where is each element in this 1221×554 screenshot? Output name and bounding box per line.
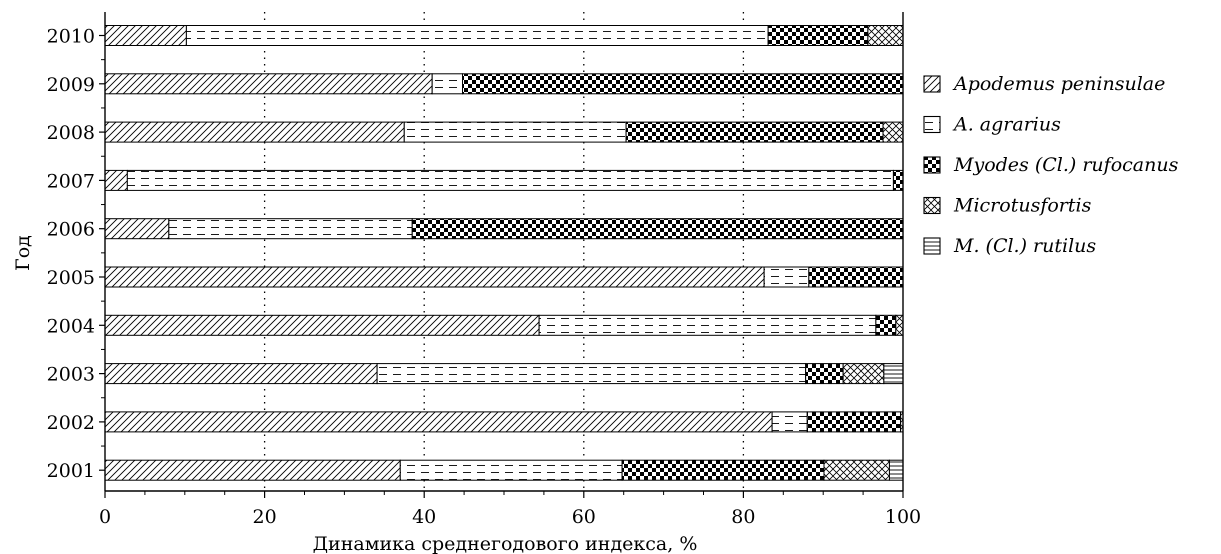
bar-segment [621, 459, 825, 481]
bar-segment [185, 25, 769, 46]
bar-segment [104, 363, 378, 385]
bar-segment [767, 25, 869, 46]
bar-segment [823, 459, 890, 481]
y-tick-label: 2010 [47, 26, 95, 48]
y-tick-label: 2005 [47, 267, 95, 289]
legend-swatch [923, 237, 941, 255]
bar-segment [431, 73, 464, 95]
bar-segment [888, 459, 904, 481]
bar-segment [376, 363, 807, 385]
y-tick-label: 2007 [47, 170, 95, 192]
bars [104, 25, 904, 481]
x-tick-label: 20 [253, 506, 277, 528]
bar-segment [538, 314, 877, 336]
bar-segment [892, 169, 904, 191]
bar-segment [806, 411, 902, 433]
axes: 2010200920082007200620052004200320022001… [47, 12, 921, 528]
y-tick-label: 2004 [47, 315, 95, 337]
bar-segment [625, 121, 884, 143]
bar-segment [763, 266, 810, 288]
x-tick-label: 0 [99, 506, 111, 528]
bar-segment [883, 363, 904, 385]
legend-label: M. (Cl.) rutilus [953, 235, 1096, 257]
bar-segment [168, 218, 413, 240]
x-tick-label: 100 [885, 506, 921, 528]
bar-segment [842, 363, 885, 385]
bar-segment [399, 459, 623, 481]
y-tick-label: 2002 [47, 412, 95, 434]
legend-label: Myodes (Cl.) rufocanus [953, 154, 1179, 176]
bar-segment [882, 121, 904, 143]
y-tick-label: 2001 [47, 460, 95, 482]
bar-segment [411, 218, 904, 240]
bar-segment [126, 169, 894, 191]
y-tick-label: 2008 [47, 122, 95, 144]
legend-swatch [923, 75, 941, 93]
bar-segment [104, 266, 765, 288]
bar-segment [808, 266, 904, 288]
x-tick-label: 80 [731, 506, 755, 528]
bar-segment [875, 314, 897, 336]
bar-segment [895, 314, 904, 336]
legend-swatch [923, 196, 941, 215]
bar-segment [805, 363, 844, 385]
bar-segment [104, 459, 401, 481]
bar-segment [403, 121, 627, 143]
x-axis-label: Динамика среднегодового индекса, % [313, 533, 698, 554]
x-tick-label: 40 [412, 506, 436, 528]
y-tick-label: 2006 [47, 219, 95, 241]
legend-label: Microtusfortis [953, 195, 1092, 217]
bar-segment [104, 169, 128, 191]
legend-swatch [923, 156, 941, 174]
legend-swatch [923, 115, 941, 134]
bar-segment [104, 314, 540, 336]
y-axis-label: Год [12, 235, 34, 271]
legend-label: A. agrarius [952, 114, 1061, 136]
bar-segment [771, 411, 808, 433]
legend-label: Apodemus peninsulae [952, 73, 1165, 95]
bar-segment [104, 411, 773, 433]
bar-segment [104, 121, 405, 143]
legend: Apodemus peninsulae A. agrarius Myodes (Cl… [923, 73, 1179, 257]
bar-segment [104, 73, 433, 95]
bar-segment [104, 25, 187, 46]
bar-segment [462, 73, 904, 95]
x-tick-label: 60 [572, 506, 596, 528]
y-tick-label: 2003 [47, 364, 95, 386]
y-tick-label: 2009 [47, 74, 95, 96]
bar-segment [867, 25, 904, 46]
bar-segment [104, 218, 170, 240]
